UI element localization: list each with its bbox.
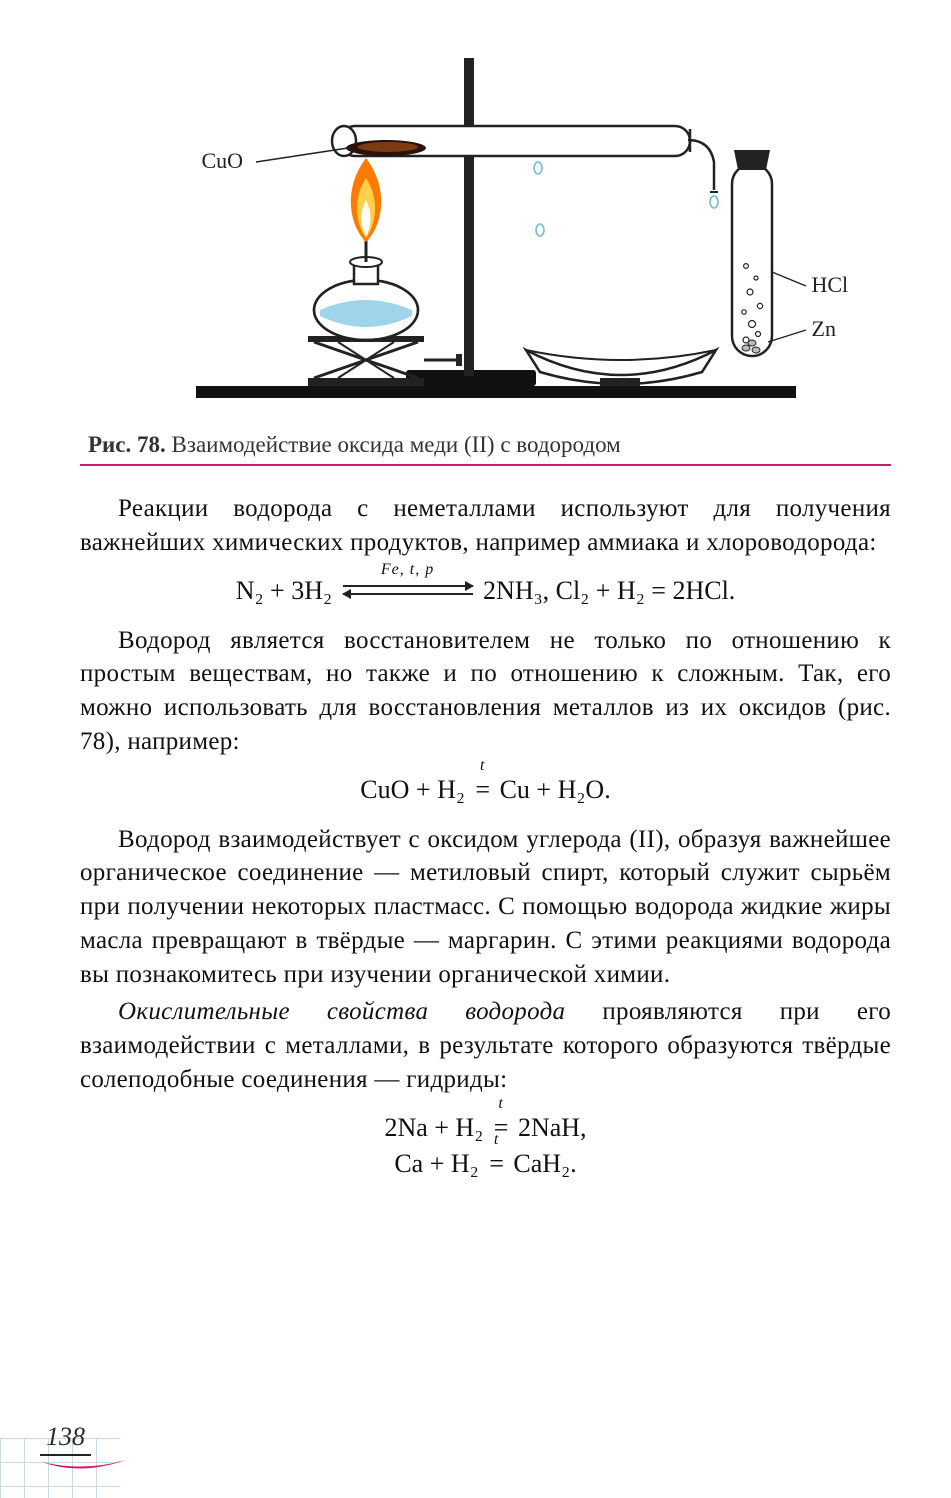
paragraph-2: Водород является восстановителем не толь…: [80, 624, 891, 759]
f-cuo-right: Cu + H₂O.: [500, 775, 611, 804]
paragraph-3: Водород взаимодействует с оксидом углеро…: [80, 823, 891, 992]
label-zn: Zn: [812, 316, 836, 342]
f-cah-left: Ca + H₂: [394, 1149, 485, 1178]
paragraph-1: Реакции водорода с неметаллами использую…: [80, 492, 891, 560]
figure-78: CuO HCl Zn: [106, 40, 866, 420]
heated-equals-3: t =: [489, 1149, 503, 1179]
formula-cuo: CuO + H₂ t = Cu + H₂O.: [80, 775, 891, 805]
f-nah-right: 2NaH,: [518, 1113, 587, 1142]
heated-equals: t =: [475, 775, 489, 805]
label-cuo: CuO: [202, 148, 244, 174]
f-ammonia-right: 2NH₃,: [483, 576, 549, 605]
apparatus-diagram: [106, 40, 866, 420]
page-number: 138: [40, 1422, 91, 1456]
f-cah-right: CaH₂.: [513, 1149, 576, 1178]
formula-ammonia: N₂ + 3H₂ Fe, t, p 2NH₃, Cl₂ + H₂ = 2HCl.: [80, 576, 891, 606]
figure-caption: Рис. 78. Взаимодействие оксида меди (II)…: [80, 432, 891, 466]
f-cuo-left: CuO + H₂: [360, 775, 471, 804]
caption-prefix: Рис. 78.: [88, 432, 166, 457]
arrow-conditions: Fe, t, p: [343, 561, 473, 579]
label-hcl: HCl: [812, 272, 849, 298]
textbook-page: CuO HCl Zn Рис. 78. Взаимодействие оксид…: [0, 0, 951, 1498]
paragraph-4: Окислительные свойства водорода проявляю…: [80, 995, 891, 1096]
f-ammonia-left: N₂ + 3H₂: [236, 576, 339, 605]
swoosh-icon: [40, 1458, 130, 1472]
caption-text: Взаимодействие оксида меди (II) с водоро…: [166, 432, 621, 457]
reversible-arrow: Fe, t, p: [343, 583, 473, 597]
f-hcl: Cl₂ + H₂ = 2HCl.: [556, 576, 736, 605]
formula-hydrides: 2Na + H₂ t = 2NaH, Ca + H₂ t = CaH₂.: [80, 1113, 891, 1179]
p4-emphasis: Окислительные свойства водорода: [118, 998, 565, 1025]
page-footer: 138: [40, 1422, 130, 1472]
f-nah-left: 2Na + H₂: [384, 1113, 489, 1142]
